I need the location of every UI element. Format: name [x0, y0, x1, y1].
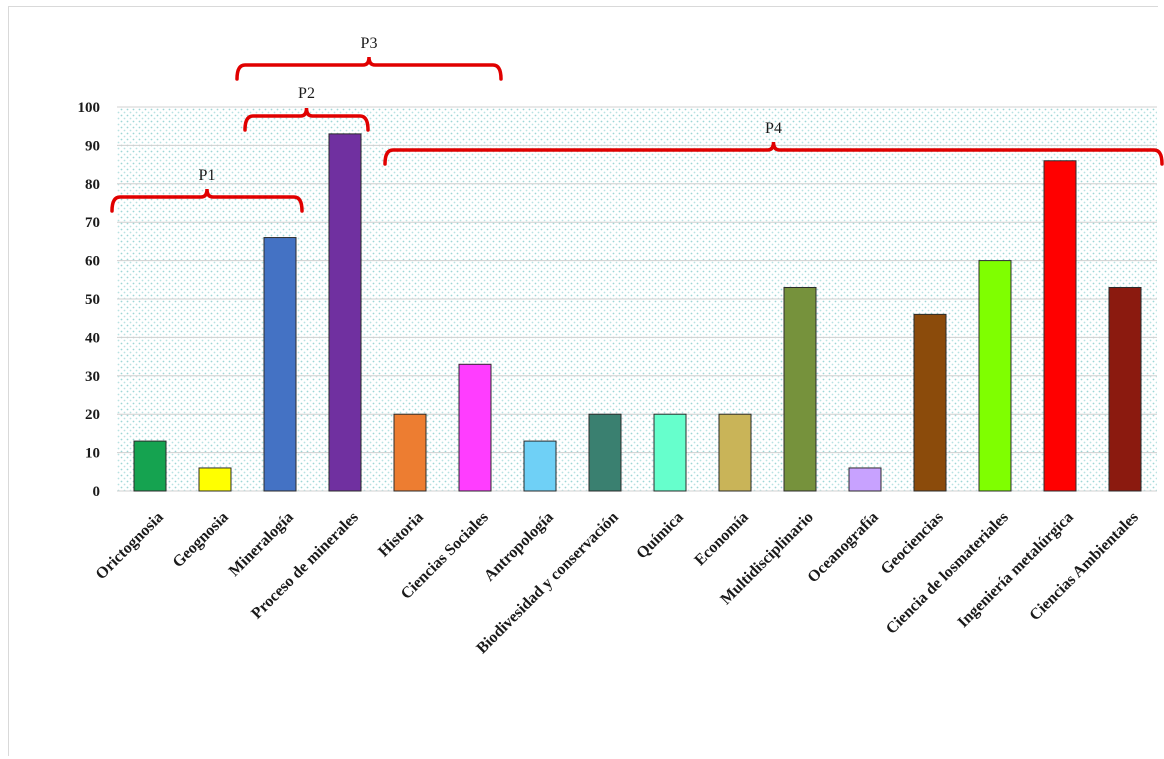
x-tick-label: Mineralogía — [226, 509, 297, 580]
x-tick-label: Geociencias — [878, 509, 947, 578]
x-tick-label: Geognosia — [170, 509, 232, 571]
bars — [133, 133, 1142, 492]
bar — [328, 133, 362, 492]
x-tick-label: Química — [633, 509, 687, 563]
y-tick-label: 70 — [85, 215, 100, 231]
bar — [1108, 286, 1142, 492]
bar — [588, 413, 622, 492]
bar — [718, 413, 752, 492]
annotation-bracket — [383, 141, 1164, 166]
annotation-label: P2 — [298, 85, 315, 102]
x-tick-label: Historia — [375, 509, 427, 561]
bar — [783, 286, 817, 492]
y-tick-label: 60 — [85, 254, 100, 270]
x-tick-label: Ingeniería metalúrgica — [955, 509, 1077, 631]
y-tick-label: 20 — [85, 407, 100, 423]
bar — [848, 467, 882, 492]
bar — [653, 413, 687, 492]
y-tick-label: 50 — [85, 292, 100, 308]
x-tick-label: Proceso de minerales — [248, 509, 362, 623]
y-tick-label: 30 — [85, 369, 100, 385]
y-tick-label: 0 — [93, 484, 101, 500]
y-tick-label: 90 — [85, 138, 100, 154]
annotation-bracket — [243, 107, 370, 132]
x-axis-labels: Orictognosia GeognosiaMineralogíaProceso … — [93, 509, 1142, 657]
bar — [523, 440, 557, 492]
bar — [913, 313, 947, 492]
bar — [198, 467, 232, 492]
y-tick-label: 100 — [78, 100, 101, 116]
annotation-bracket — [110, 188, 304, 213]
bar — [978, 260, 1012, 492]
bar — [1043, 160, 1077, 492]
x-tick-label: Ciencia de losmateriales — [883, 509, 1012, 638]
bar — [393, 413, 427, 492]
y-axis-ticks: 0 10 20 30 40 50 60 70 80 90 100 — [78, 100, 101, 500]
annotation-label: P4 — [765, 120, 782, 137]
y-tick-label: 40 — [85, 330, 100, 346]
annotation-label: P3 — [361, 35, 378, 52]
chart-frame — [8, 6, 1158, 756]
y-tick-label: 10 — [85, 446, 100, 462]
annotation-bracket — [235, 56, 503, 81]
x-tick-label: Economía — [691, 509, 751, 569]
group-annotations: P1 P2 P3 P4 — [110, 35, 1164, 213]
x-tick-label: Orictognosia — [93, 509, 167, 583]
x-tick-label: Ciencias Ambientales — [1026, 509, 1141, 624]
x-tick-label: Biodivesidad y conservación — [473, 509, 621, 657]
annotation-label: P1 — [199, 167, 216, 184]
bar — [133, 440, 167, 492]
y-tick-label: 80 — [85, 177, 100, 193]
bar — [263, 237, 297, 492]
bar — [458, 363, 492, 492]
